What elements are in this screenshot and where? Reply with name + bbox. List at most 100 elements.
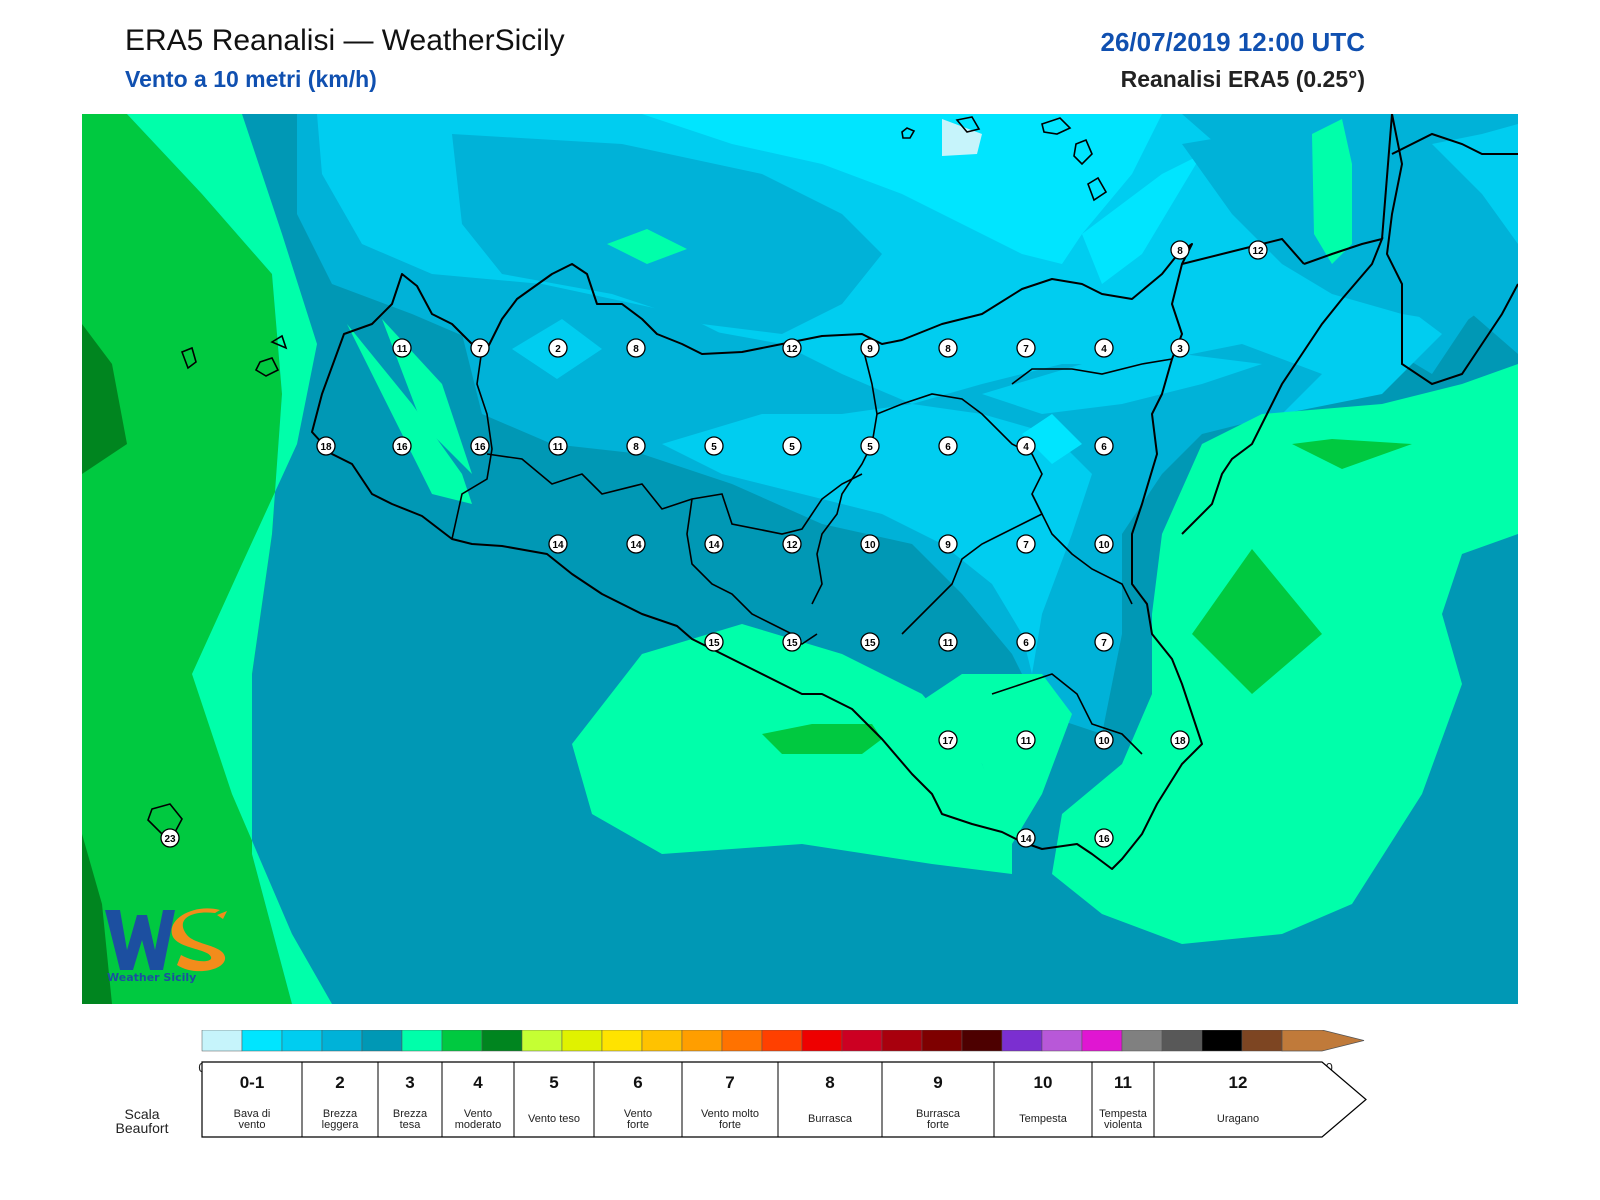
wind-station-marker: 14: [626, 534, 646, 554]
station-wind-value: 11: [1021, 736, 1032, 747]
sicily-coastline: [311, 243, 1203, 870]
province-boundary-ragusa: [991, 673, 1143, 755]
station-wind-value: 11: [397, 344, 408, 355]
wind-station-marker: 9: [860, 338, 880, 358]
station-circle: [938, 632, 958, 652]
wind-band-aeolian-2: [1082, 154, 1202, 284]
colorbar-swatch: [801, 1030, 843, 1052]
colorbar-swatch: [361, 1030, 403, 1052]
colorbar-swatch: [201, 1030, 243, 1052]
province-boundary-palermo: [486, 453, 863, 535]
wind-band-tyrrhenian-2: [642, 114, 1162, 264]
wind-band-trapani: [347, 324, 472, 504]
station-wind-value: 4: [1101, 344, 1107, 355]
colorbar-swatch: [401, 1030, 443, 1052]
wind-station-marker: 23: [160, 828, 180, 848]
station-circle: [860, 436, 880, 456]
wind-map: 8 12 11 7 2 8 12 9 8 7 4 3 18 16 16 11 8 5 5 5 6 4 6 14 14 14 12 10…: [82, 114, 1518, 1004]
station-circle: [782, 338, 802, 358]
station-wind-value: 9: [867, 344, 873, 355]
station-circle: [938, 534, 958, 554]
colorbar-swatch: [1201, 1030, 1243, 1052]
wind-core-tyrrhenian-7: [452, 134, 882, 334]
station-wind-value: 16: [1098, 834, 1110, 845]
station-circle: [392, 338, 412, 358]
wind-band-west-30: [82, 324, 127, 474]
station-wind-value: 5: [711, 442, 717, 453]
beaufort-number: 8: [825, 1073, 834, 1092]
province-boundary-messina: [1011, 358, 1173, 385]
wind-station-marker: 16: [392, 436, 412, 456]
colorbar-swatch: [1241, 1030, 1283, 1052]
station-circle: [470, 436, 490, 456]
station-wind-value: 16: [474, 442, 486, 453]
station-circle: [626, 338, 646, 358]
station-wind-value: 18: [1174, 736, 1186, 747]
station-wind-value: 6: [945, 442, 951, 453]
station-circle: [626, 534, 646, 554]
colorbar-swatch: [441, 1030, 483, 1052]
wind-patch-calabria-15: [1312, 119, 1352, 264]
wind-patch-southsea-20: [762, 724, 882, 754]
beaufort-number: 4: [473, 1073, 483, 1092]
colorbar-swatch: [521, 1030, 563, 1052]
station-wind-value: 5: [789, 442, 795, 453]
station-wind-value: 16: [396, 442, 408, 453]
station-circle: [704, 632, 724, 652]
wind-station-marker: 6: [1094, 436, 1114, 456]
province-boundary-caltanissetta: [811, 343, 878, 605]
wind-station-marker: 11: [1016, 730, 1036, 750]
wind-station-marker: 7: [1016, 534, 1036, 554]
wind-station-marker: 12: [782, 338, 802, 358]
station-wind-value: 14: [630, 540, 642, 551]
colorbar-swatch: [481, 1030, 523, 1052]
station-circle: [1170, 240, 1190, 260]
beaufort-description: Bava di vento: [234, 1108, 271, 1131]
wind-station-marker: 18: [316, 436, 336, 456]
island-marettimo: [180, 346, 197, 370]
wind-station-marker: 5: [860, 436, 880, 456]
colorbar-swatch: [241, 1030, 283, 1052]
beaufort-number: 7: [725, 1073, 734, 1092]
wind-station-marker: 7: [1094, 632, 1114, 652]
wind-station-marker: 16: [1094, 828, 1114, 848]
station-circle: [1170, 730, 1190, 750]
wind-station-marker: 17: [938, 730, 958, 750]
colorbar-swatch: [561, 1030, 603, 1052]
station-circle: [548, 436, 568, 456]
province-boundary-catania: [1031, 493, 1133, 605]
station-wind-value: 8: [1177, 246, 1183, 257]
beaufort-description: Vento teso: [528, 1113, 580, 1125]
station-circle: [704, 436, 724, 456]
station-circle: [704, 534, 724, 554]
colorbar-swatch: [1081, 1030, 1123, 1052]
colorbar-swatch: [761, 1030, 803, 1052]
wind-station-marker: 12: [1248, 240, 1268, 260]
station-wind-value: 6: [1023, 638, 1029, 649]
station-wind-value: 23: [164, 834, 176, 845]
station-circle: [470, 338, 490, 358]
island-favignana: [270, 334, 288, 350]
wind-station-marker: 5: [704, 436, 724, 456]
forecast-datetime: 26/07/2019 12:00 UTC: [1100, 27, 1365, 57]
beaufort-number: 6: [633, 1073, 642, 1092]
wind-patch-tyrrhenian-15: [607, 229, 687, 264]
logo-w-shape: [105, 910, 175, 970]
wind-station-marker: 14: [1016, 828, 1036, 848]
station-circle: [1016, 534, 1036, 554]
logo-s-shape: [171, 908, 226, 972]
station-wind-value: 14: [1020, 834, 1032, 845]
beaufort-number: 5: [549, 1073, 558, 1092]
colorbar-swatch: [601, 1030, 643, 1052]
logo-caption: Weather Sicily: [107, 971, 196, 984]
beaufort-description: Tempesta violenta: [1099, 1108, 1148, 1131]
station-wind-value: 11: [553, 442, 564, 453]
logo-bird-icon: [217, 911, 227, 919]
colorbar-swatch: [281, 1030, 323, 1052]
station-wind-value: 8: [633, 344, 639, 355]
wind-station-marker: 6: [1016, 632, 1036, 652]
beaufort-number: 2: [335, 1073, 344, 1092]
colorbar-swatch: [681, 1030, 723, 1052]
colorbar: [201, 1030, 1365, 1052]
station-wind-value: 8: [633, 442, 639, 453]
